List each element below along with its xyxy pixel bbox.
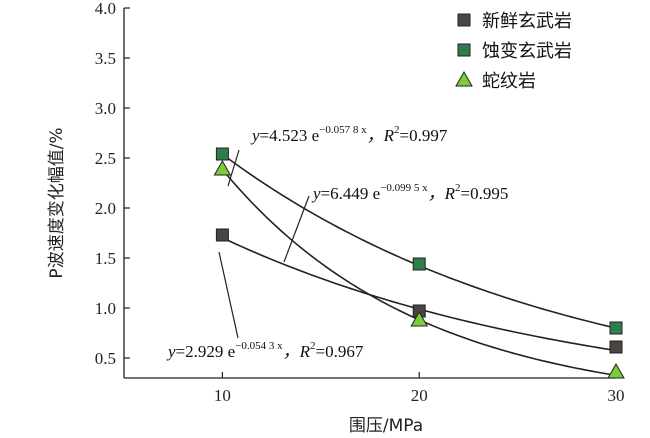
y-tick-label: 3.5 — [95, 49, 116, 68]
data-point — [412, 257, 426, 271]
y-axis-title: P波速度变化幅值/% — [47, 127, 67, 278]
x-axis-title: 围压/MPa — [349, 416, 423, 436]
y-tick-label: 2.0 — [95, 199, 116, 218]
legend-label: 蚀变玄武岩 — [482, 41, 572, 62]
legend-label: 蛇纹岩 — [482, 71, 536, 92]
equation-label: y=4.523 e−0.057 8 x，R2=0.997 — [250, 124, 448, 145]
x-tick-label: 30 — [608, 386, 625, 405]
data-point — [410, 310, 429, 327]
data-point — [215, 147, 229, 161]
legend-label: 新鲜玄武岩 — [482, 11, 572, 32]
data-point — [607, 362, 625, 379]
data-point — [213, 159, 232, 176]
equation-annotations: y=4.523 e−0.057 8 x，R2=0.997 y=6.449 e−0.… — [166, 124, 508, 361]
legend-marker — [457, 13, 471, 27]
leader-line — [283, 195, 310, 263]
annotation-leaders — [218, 149, 310, 339]
y-tick-label: 1.5 — [95, 249, 116, 268]
y-tick-label: 1.0 — [95, 299, 116, 318]
x-tick-label: 10 — [214, 386, 231, 405]
x-tick-label: 20 — [411, 386, 428, 405]
y-tick-label: 2.5 — [95, 149, 116, 168]
data-point — [609, 321, 623, 335]
leader-line — [218, 251, 239, 339]
y-tick-label: 3.0 — [95, 99, 116, 118]
leader-line — [227, 149, 240, 187]
y-tick-label: 0.5 — [95, 349, 116, 368]
fit-curve — [222, 237, 617, 352]
equation-label: y=6.449 e−0.099 5 x，R2=0.995 — [311, 182, 508, 203]
data-point — [609, 340, 623, 354]
axes: 0.5 1.0 1.5 2.0 2.5 3.0 3.5 4.0 10 20 30 — [95, 0, 625, 405]
fit-curve — [221, 153, 617, 329]
data-point — [215, 228, 229, 242]
legend-marker — [455, 70, 473, 87]
legend-marker — [457, 43, 471, 57]
equation-label: y=2.929 e−0.054 3 x，R2=0.967 — [166, 340, 364, 361]
data-markers — [213, 147, 625, 379]
y-tick-label: 4.0 — [95, 0, 116, 18]
